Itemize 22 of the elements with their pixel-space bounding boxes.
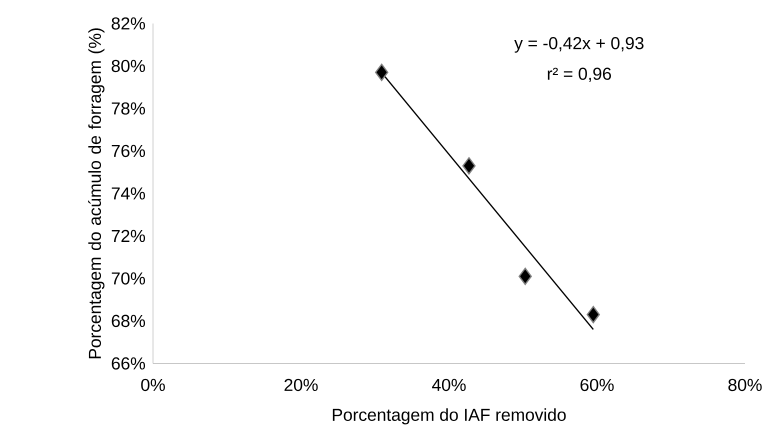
y-tick-label: 70% <box>112 272 146 285</box>
y-tick-label: 72% <box>112 230 146 242</box>
y-tick-label: 76% <box>112 144 146 158</box>
y-tick-label: 66% <box>112 357 146 370</box>
x-tick-label: 80% <box>728 378 762 392</box>
y-tick-label: 82% <box>112 17 146 30</box>
point <box>462 157 476 174</box>
x-tick-label: 0% <box>141 378 165 392</box>
point <box>518 268 532 285</box>
y-axis-title: Porcentagem do acúmulo de forragem (%) <box>88 28 104 358</box>
y-tick-label: 68% <box>112 314 146 328</box>
x-tick-label: 40% <box>432 378 466 392</box>
annotation: y = -0,42x + 0,93 <box>514 37 644 53</box>
y-tick-label: 80% <box>112 60 146 72</box>
x-tick-label: 20% <box>284 378 318 392</box>
x-tick-label: 60% <box>580 378 614 392</box>
y-tick-label: 74% <box>112 187 146 200</box>
x-axis-title: Porcentagem do IAF removido <box>332 408 566 424</box>
annotation: r² = 0,96 <box>548 68 611 82</box>
point <box>374 64 388 81</box>
point <box>586 306 600 324</box>
y-tick-label: 78% <box>112 102 146 115</box>
